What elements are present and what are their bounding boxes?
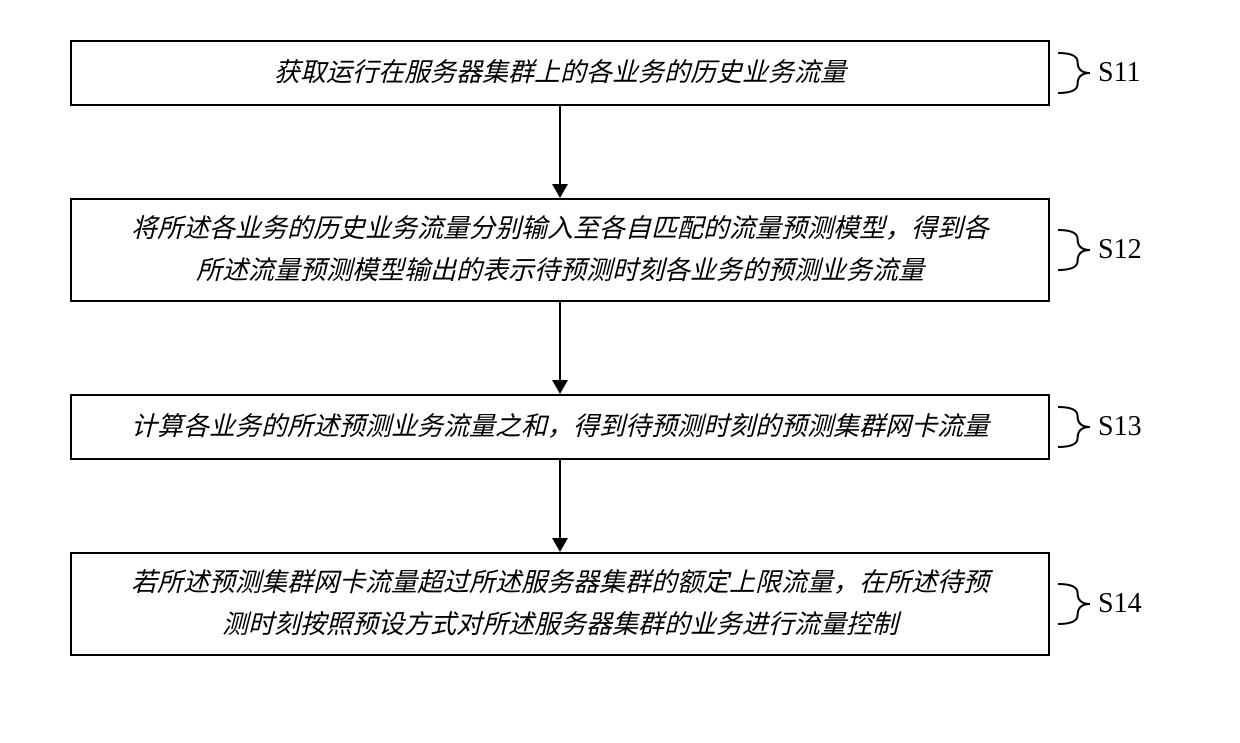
flow-arrow [70,106,1050,198]
flow-box-text: 计算各业务的所述预测业务流量之和，得到待预测时刻的预测集群网卡流量 [131,406,989,448]
flow-box: 获取运行在服务器集群上的各业务的历史业务流量 [70,40,1050,106]
flow-arrow [70,460,1050,552]
step-label-wrap: S12 [1056,228,1142,272]
flow-box-text: 获取运行在服务器集群上的各业务的历史业务流量 [274,52,846,94]
step-label: S14 [1098,588,1142,620]
flow-arrow [70,302,1050,394]
step-label-wrap: S11 [1056,51,1141,95]
step-label-wrap: S13 [1056,405,1142,449]
flow-box: 将所述各业务的历史业务流量分别输入至各自匹配的流量预测模型，得到各 所述流量预测… [70,198,1050,302]
flowchart: 获取运行在服务器集群上的各业务的历史业务流量 S11 将所述各业务的历史业务流量… [0,0,1240,743]
flow-step: 将所述各业务的历史业务流量分别输入至各自匹配的流量预测模型，得到各 所述流量预测… [70,198,1050,302]
step-label: S12 [1098,234,1142,266]
flow-box-text: 将所述各业务的历史业务流量分别输入至各自匹配的流量预测模型，得到各 所述流量预测… [131,208,989,291]
step-label: S13 [1098,411,1142,443]
flow-step: 计算各业务的所述预测业务流量之和，得到待预测时刻的预测集群网卡流量 S13 [70,394,1050,460]
flow-step: 获取运行在服务器集群上的各业务的历史业务流量 S11 [70,40,1050,106]
step-label: S11 [1098,57,1141,89]
flow-box: 若所述预测集群网卡流量超过所述服务器集群的额定上限流量，在所述待预 测时刻按照预… [70,552,1050,656]
flow-box-text: 若所述预测集群网卡流量超过所述服务器集群的额定上限流量，在所述待预 测时刻按照预… [131,562,989,645]
step-label-wrap: S14 [1056,582,1142,626]
flow-step: 若所述预测集群网卡流量超过所述服务器集群的额定上限流量，在所述待预 测时刻按照预… [70,552,1050,656]
flow-box: 计算各业务的所述预测业务流量之和，得到待预测时刻的预测集群网卡流量 [70,394,1050,460]
